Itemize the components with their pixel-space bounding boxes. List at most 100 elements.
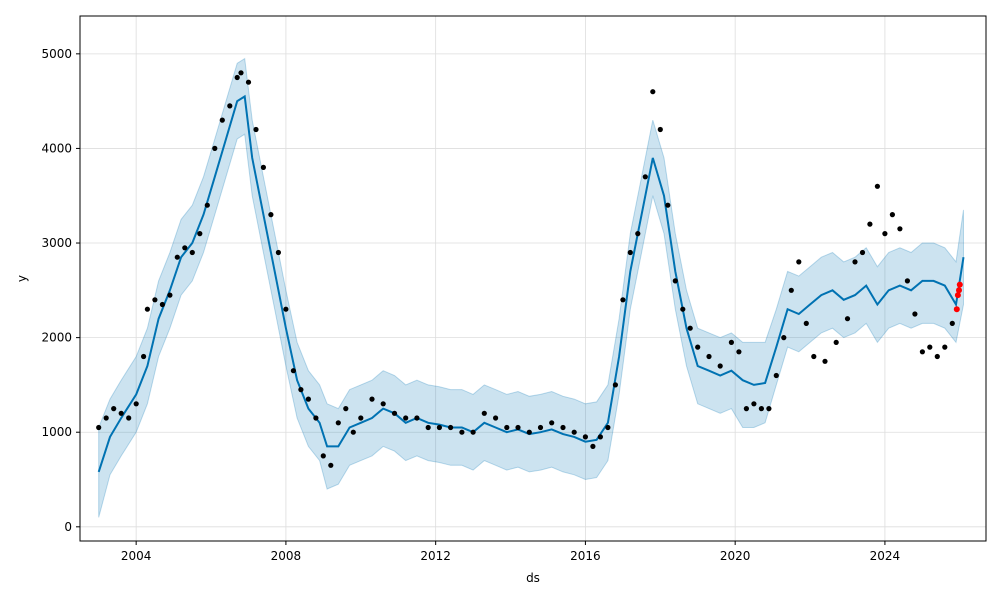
observed-point xyxy=(942,344,948,350)
observed-point xyxy=(635,231,641,237)
observed-point xyxy=(227,103,233,109)
observed-point xyxy=(867,221,873,227)
observed-point xyxy=(590,443,596,449)
y-tick-label: 2000 xyxy=(41,331,72,345)
highlight-point xyxy=(956,287,962,294)
x-tick-label: 2008 xyxy=(271,549,302,563)
x-tick-label: 2020 xyxy=(720,549,751,563)
observed-point xyxy=(537,424,544,431)
observed-point xyxy=(350,429,356,435)
observed-point xyxy=(133,401,139,407)
observed-point xyxy=(728,339,735,345)
highlight-point xyxy=(956,281,963,288)
observed-point xyxy=(717,363,723,369)
observed-point xyxy=(927,344,933,350)
observed-point xyxy=(736,349,742,355)
observed-point xyxy=(515,424,521,431)
observed-point xyxy=(204,202,210,208)
highlight-point xyxy=(953,306,960,313)
observed-point xyxy=(751,401,757,407)
x-tick-label: 2012 xyxy=(420,549,451,563)
observed-point xyxy=(773,372,779,379)
observed-point xyxy=(504,424,510,431)
highlight-point xyxy=(954,292,961,299)
observed-point xyxy=(803,320,809,326)
observed-point xyxy=(571,429,577,435)
observed-point xyxy=(833,339,839,345)
x-tick-label: 2004 xyxy=(121,549,152,563)
observed-point xyxy=(391,410,398,416)
observed-point xyxy=(889,212,896,218)
observed-point xyxy=(96,424,102,431)
observed-point xyxy=(245,79,252,85)
observed-point xyxy=(167,292,173,298)
observed-point xyxy=(253,126,259,133)
observed-point xyxy=(796,259,802,265)
observed-point xyxy=(182,245,188,251)
observed-point xyxy=(459,429,465,435)
observed-point xyxy=(612,382,619,388)
observed-point xyxy=(597,434,604,440)
observed-point xyxy=(695,344,701,350)
x-axis-title: ds xyxy=(526,571,540,585)
observed-point xyxy=(320,453,326,459)
y-tick-label: 5000 xyxy=(41,47,72,61)
observed-point xyxy=(328,462,334,468)
observed-point xyxy=(844,316,851,322)
observed-point xyxy=(687,325,693,331)
observed-point xyxy=(934,353,940,360)
observed-point xyxy=(904,278,911,284)
observed-point xyxy=(822,358,828,364)
observed-point xyxy=(766,406,772,412)
observed-point xyxy=(788,287,794,293)
observed-point xyxy=(103,415,109,421)
observed-point xyxy=(436,424,442,431)
observed-point xyxy=(403,415,409,421)
observed-point xyxy=(650,89,656,95)
observed-point xyxy=(743,406,750,412)
observed-point xyxy=(620,297,626,303)
observed-point xyxy=(358,415,364,421)
observed-point xyxy=(582,434,589,440)
observed-point xyxy=(343,406,349,412)
observed-point xyxy=(493,415,499,421)
observed-point xyxy=(560,424,566,431)
observed-point xyxy=(949,320,955,326)
observed-point xyxy=(111,406,117,412)
observed-point xyxy=(212,145,218,151)
observed-point xyxy=(627,249,633,256)
observed-point xyxy=(919,349,926,355)
y-axis-ticks: 0 1000 2000 3000 4000 5000 xyxy=(41,47,80,534)
observed-point xyxy=(470,429,476,435)
observed-point xyxy=(874,183,881,189)
plot-frame xyxy=(79,15,987,542)
x-axis-ticks: 2004 2008 2012 2016 2020 2024 xyxy=(121,541,900,563)
observed-point xyxy=(481,410,487,416)
observed-point xyxy=(219,117,225,123)
y-tick-label: 1000 xyxy=(41,425,72,439)
observed-point xyxy=(811,353,817,360)
observed-point xyxy=(380,401,386,407)
observed-point xyxy=(680,306,686,312)
y-tick-label: 0 xyxy=(64,520,72,534)
observed-points-layer xyxy=(96,70,955,468)
uncertainty-band-layer xyxy=(98,57,964,518)
observed-point xyxy=(152,297,158,303)
y-tick-label: 4000 xyxy=(41,141,72,155)
grid-lines xyxy=(80,16,986,541)
observed-point xyxy=(859,249,866,256)
observed-point xyxy=(290,368,296,374)
observed-point xyxy=(189,249,195,256)
observed-point xyxy=(912,311,918,317)
observed-point xyxy=(605,424,611,431)
observed-point xyxy=(414,415,420,421)
observed-point xyxy=(665,202,671,208)
observed-point xyxy=(144,306,150,312)
y-tick-label: 3000 xyxy=(41,236,72,250)
observed-point xyxy=(852,259,858,265)
observed-point xyxy=(159,301,165,308)
observed-point xyxy=(174,254,180,260)
observed-point xyxy=(758,406,765,412)
observed-point xyxy=(781,335,787,341)
